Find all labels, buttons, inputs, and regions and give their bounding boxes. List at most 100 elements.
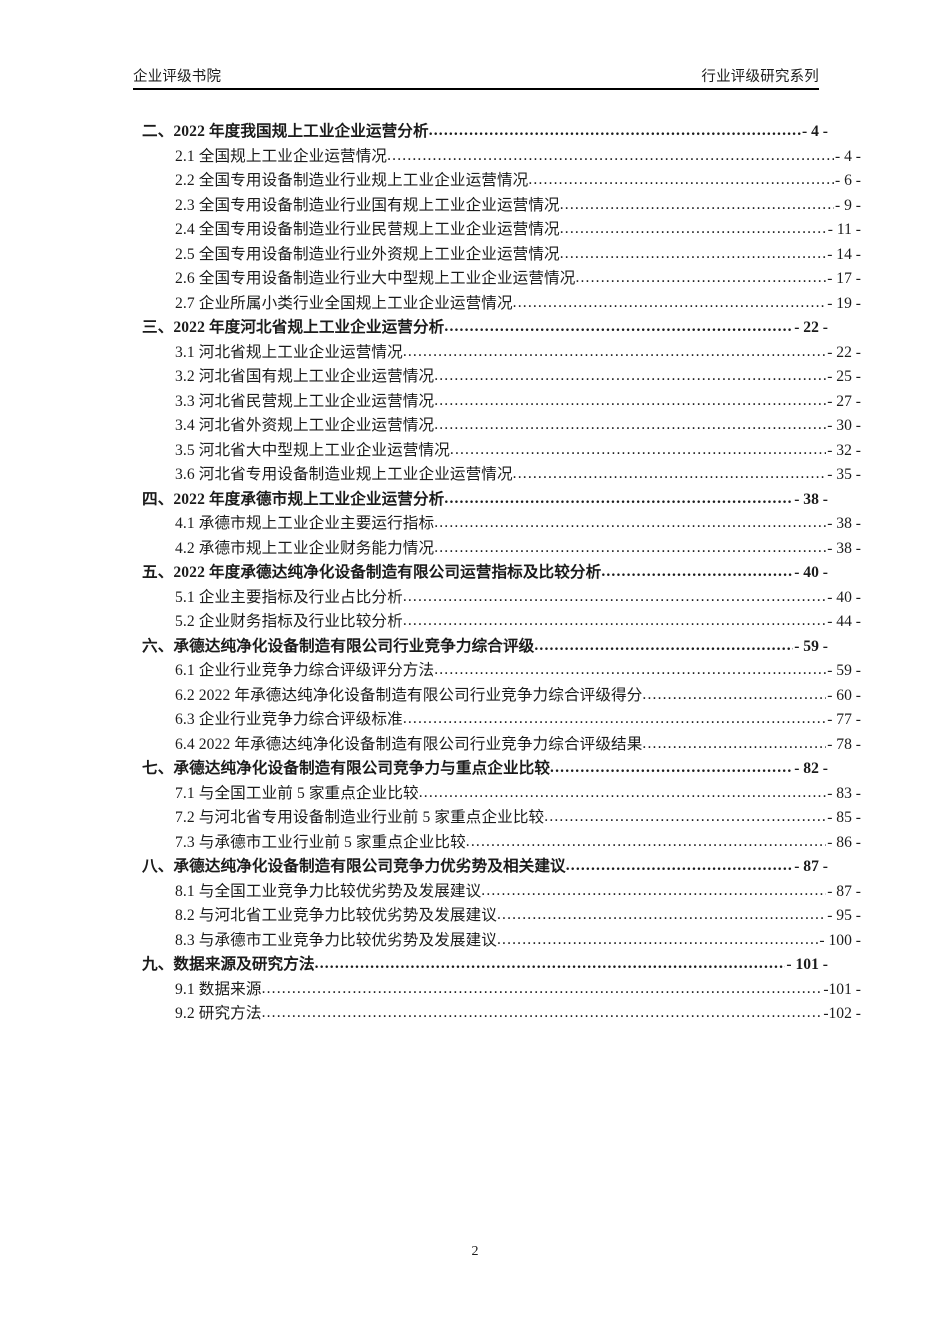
toc-entry-page-number: - 87 - <box>794 858 828 875</box>
toc-entry-title: 3.5 河北省大中型规上工业企业运营情况 <box>175 441 450 459</box>
toc-entry-page-number: - 38 - <box>794 490 828 508</box>
toc-entry-title: 七、承德达纯净化设备制造有限公司竞争力与重点企业比较 <box>142 760 551 777</box>
toc-entry[interactable]: 2.6 全国专用设备制造业行业大中型规上工业企业运营情况 - 17 - <box>133 267 861 292</box>
toc-leader-dots <box>528 169 834 193</box>
toc-leader-dots <box>642 733 826 757</box>
toc-leader-dots <box>444 316 793 340</box>
toc-leader-dots <box>566 855 793 879</box>
toc-entry-page-number: - 86 - <box>827 833 861 851</box>
toc-entry[interactable]: 3.2 河北省国有规上工业企业运营情况 - 25 - <box>133 365 861 390</box>
toc-entry-page-number: - 87 - <box>827 882 861 900</box>
toc-entry[interactable]: 九、数据来源及研究方法 - 101 - <box>133 953 828 978</box>
toc-entry[interactable]: 六、承德达纯净化设备制造有限公司行业竞争力综合评级 - 59 - <box>133 635 828 660</box>
toc-entry[interactable]: 3.5 河北省大中型规上工业企业运营情况 - 32 - <box>133 439 861 464</box>
toc-entry[interactable]: 3.6 河北省专用设备制造业规上工业企业运营情况 - 35 - <box>133 463 861 488</box>
toc-entry-page-number: - 83 - <box>827 784 861 802</box>
toc-entry[interactable]: 8.3 与承德市工业竞争力比较优劣势及发展建议 - 100 - <box>133 929 861 954</box>
toc-entry[interactable]: 三、2022 年度河北省规上工业企业运营分析 - 22 - <box>133 316 828 341</box>
toc-leader-dots <box>560 194 834 218</box>
toc-entry-title: 三、2022 年度河北省规上工业企业运营分析 <box>142 319 445 336</box>
toc-leader-dots <box>550 757 793 781</box>
toc-entry-title: 3.4 河北省外资规上工业企业运营情况 <box>175 417 435 434</box>
toc-entry-page-number: - 19 - <box>827 294 861 312</box>
toc-leader-dots <box>262 1002 823 1026</box>
toc-leader-dots <box>497 904 826 928</box>
header-right-text: 行业评级研究系列 <box>701 69 819 85</box>
toc-leader-dots <box>497 929 818 953</box>
toc-leader-dots <box>534 635 793 659</box>
toc-entry-title: 6.3 企业行业竞争力综合评级标准 <box>175 711 403 728</box>
toc-entry-page-number: - 14 - <box>827 245 861 263</box>
toc-entry[interactable]: 6.1 企业行业竞争力综合评级评分方法 - 59 - <box>133 659 861 684</box>
toc-entry-title: 四、2022 年度承德市规上工业企业运营分析 <box>142 490 445 508</box>
toc-entry-title: 2.1 全国规上工业企业运营情况 <box>175 147 388 165</box>
toc-entry-page-number: - 27 - <box>827 392 861 410</box>
toc-entry-page-number: - 59 - <box>827 662 861 679</box>
toc-entry[interactable]: 7.3 与承德市工业行业前 5 家重点企业比较 - 86 - <box>133 831 861 856</box>
toc-entry-title: 九、数据来源及研究方法 <box>142 956 315 973</box>
toc-entry[interactable]: 四、2022 年度承德市规上工业企业运营分析 - 38 - <box>133 488 828 513</box>
toc-entry-title: 4.2 承德市规上工业企业财务能力情况 <box>175 539 435 557</box>
toc-entry[interactable]: 七、承德达纯净化设备制造有限公司竞争力与重点企业比较 - 82 - <box>133 757 828 782</box>
toc-entry-page-number: - 6 - <box>835 172 861 189</box>
toc-entry-title: 5.2 企业财务指标及行业比较分析 <box>175 613 403 630</box>
toc-entry[interactable]: 2.5 全国专用设备制造业行业外资规上工业企业运营情况 - 14 - <box>133 243 861 268</box>
toc-entry[interactable]: 2.1 全国规上工业企业运营情况 - 4 - <box>133 145 861 170</box>
toc-entry[interactable]: 二、2022 年度我国规上工业企业运营分析 - 4 - <box>133 120 828 145</box>
toc-leader-dots <box>419 782 827 806</box>
toc-entry[interactable]: 2.4 全国专用设备制造业行业民营规上工业企业运营情况 - 11 - <box>133 218 861 243</box>
toc-entry-page-number: - 32 - <box>827 441 861 459</box>
header-left-text: 企业评级书院 <box>133 69 222 85</box>
toc-entry-page-number: - 38 - <box>827 539 861 557</box>
toc-entry[interactable]: 3.3 河北省民营规上工业企业运营情况 - 27 - <box>133 390 861 415</box>
toc-entry-page-number: - 85 - <box>827 809 861 826</box>
toc-entry-page-number: - 59 - <box>794 637 828 655</box>
toc-entry-title: 五、2022 年度承德达纯净化设备制造有限公司运营指标及比较分析 <box>142 564 602 581</box>
toc-entry-page-number: - 38 - <box>827 515 861 532</box>
toc-entry-page-number: - 35 - <box>827 466 861 483</box>
toc-entry[interactable]: 6.4 2022 年承德达纯净化设备制造有限公司行业竞争力综合评级结果 - 78 … <box>133 733 861 758</box>
toc-entry[interactable]: 5.2 企业财务指标及行业比较分析 - 44 - <box>133 610 861 635</box>
toc-entry-title: 8.3 与承德市工业竞争力比较优劣势及发展建议 <box>175 931 497 949</box>
toc-entry[interactable]: 2.7 企业所属小类行业全国规上工业企业运营情况 - 19 - <box>133 292 861 317</box>
toc-entry-title: 2.4 全国专用设备制造业行业民营规上工业企业运营情况 <box>175 221 560 238</box>
toc-leader-dots <box>560 218 827 242</box>
toc-entry-title: 3.1 河北省规上工业企业运营情况 <box>175 343 403 361</box>
toc-leader-dots <box>642 684 826 708</box>
toc-entry-title: 6.1 企业行业竞争力综合评级评分方法 <box>175 662 435 679</box>
toc-entry[interactable]: 9.2 研究方法 -102 - <box>133 1002 861 1027</box>
toc-leader-dots <box>575 267 826 291</box>
toc-entry[interactable]: 八、承德达纯净化设备制造有限公司竞争力优劣势及相关建议 - 87 - <box>133 855 828 880</box>
toc-entry-title: 2.7 企业所属小类行业全国规上工业企业运营情况 <box>175 294 513 312</box>
toc-entry[interactable]: 4.2 承德市规上工业企业财务能力情况 - 38 - <box>133 537 861 562</box>
table-of-contents: 二、2022 年度我国规上工业企业运营分析- 4 -2.1 全国规上工业企业运营… <box>133 120 861 1027</box>
toc-entry-page-number: - 77 - <box>827 711 861 728</box>
toc-entry[interactable]: 8.2 与河北省工业竞争力比较优劣势及发展建议 - 95 - <box>133 904 861 929</box>
toc-entry[interactable]: 6.2 2022 年承德达纯净化设备制造有限公司行业竞争力综合评级得分 - 60 … <box>133 684 861 709</box>
toc-entry[interactable]: 9.1 数据来源 -101 - <box>133 978 861 1003</box>
toc-entry[interactable]: 7.1 与全国工业前 5 家重点企业比较 - 83 - <box>133 782 861 807</box>
toc-entry-title: 6.4 2022 年承德达纯净化设备制造有限公司行业竞争力综合评级结果 <box>175 735 643 753</box>
toc-entry[interactable]: 8.1 与全国工业竞争力比较优劣势及发展建议 - 87 - <box>133 880 861 905</box>
toc-leader-dots <box>403 708 826 732</box>
toc-entry-page-number: - 44 - <box>827 613 861 630</box>
toc-entry-page-number: - 78 - <box>827 735 861 753</box>
toc-entry[interactable]: 6.3 企业行业竞争力综合评级标准 - 77 - <box>133 708 861 733</box>
toc-entry[interactable]: 3.4 河北省外资规上工业企业运营情况 - 30 - <box>133 414 861 439</box>
toc-entry[interactable]: 5.1 企业主要指标及行业占比分析 - 40 - <box>133 586 861 611</box>
toc-entry[interactable]: 4.1 承德市规上工业企业主要运行指标 - 38 - <box>133 512 861 537</box>
toc-leader-dots <box>513 292 827 316</box>
toc-entry[interactable]: 五、2022 年度承德达纯净化设备制造有限公司运营指标及比较分析 - 40 - <box>133 561 828 586</box>
toc-entry-title: 3.2 河北省国有规上工业企业运营情况 <box>175 368 435 385</box>
toc-entry[interactable]: 7.2 与河北省专用设备制造业行业前 5 家重点企业比较 - 85 - <box>133 806 861 831</box>
toc-leader-dots <box>466 831 826 855</box>
toc-entry[interactable]: 2.3 全国专用设备制造业行业国有规上工业企业运营情况 - 9 - <box>133 194 861 219</box>
toc-entry[interactable]: 2.2 全国专用设备制造业行业规上工业企业运营情况 - 6 - <box>133 169 861 194</box>
toc-entry-page-number: - 22 - <box>827 343 861 361</box>
toc-entry-title: 4.1 承德市规上工业企业主要运行指标 <box>175 515 435 532</box>
toc-entry-title: 7.3 与承德市工业行业前 5 家重点企业比较 <box>175 833 466 851</box>
toc-leader-dots <box>434 390 826 414</box>
toc-leader-dots <box>434 537 826 561</box>
toc-entry-title: 5.1 企业主要指标及行业占比分析 <box>175 588 403 606</box>
toc-entry[interactable]: 3.1 河北省规上工业企业运营情况 - 22 - <box>133 341 861 366</box>
